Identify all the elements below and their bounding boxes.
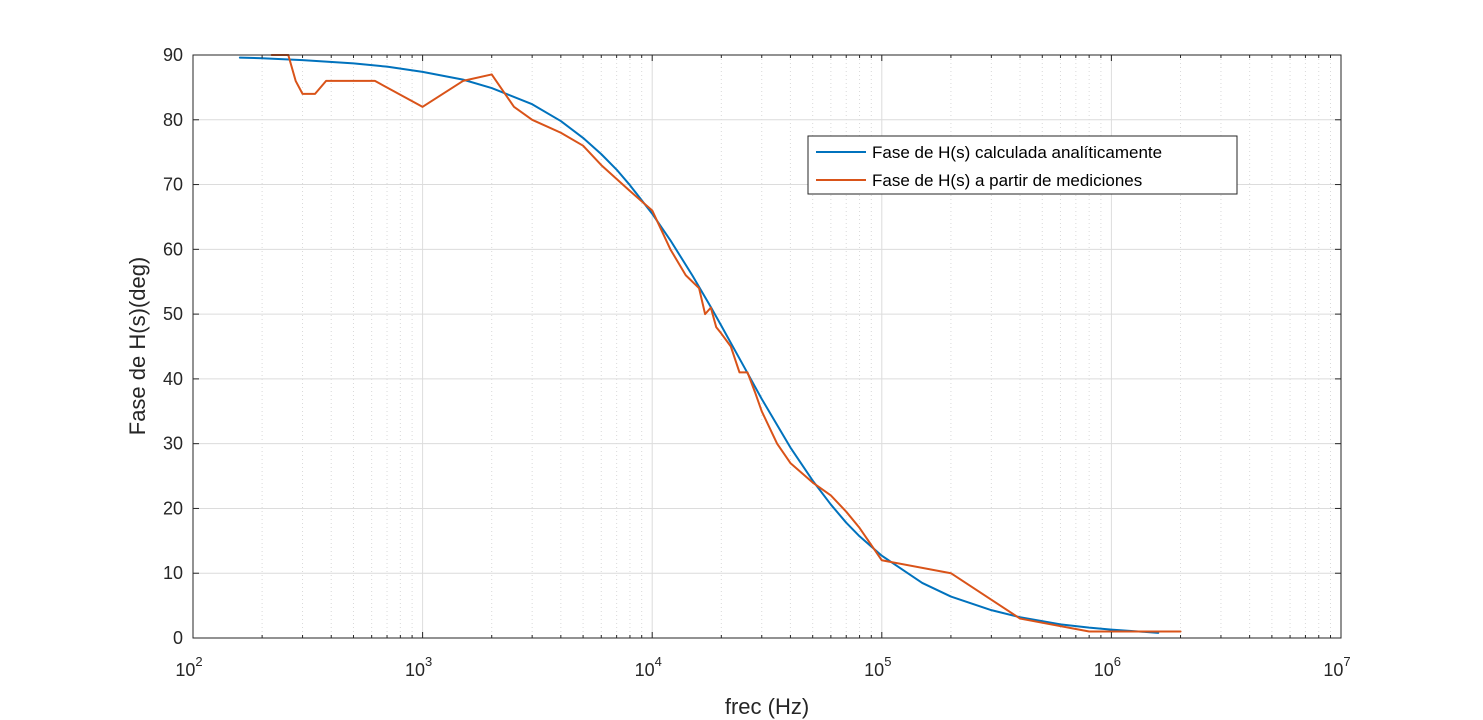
y-tick-label: 80 [163, 110, 183, 130]
y-tick-label: 30 [163, 434, 183, 454]
y-axis-label: Fase de H(s)(deg) [125, 257, 150, 436]
plot-frame [192, 54, 1342, 639]
major-grid [192, 54, 1342, 639]
x-tick-base: 10 [175, 660, 195, 680]
x-tick-base: 10 [635, 660, 655, 680]
x-tick-labels: 102 103 104 105 106 107 [175, 654, 1350, 680]
x-tick-base: 10 [1323, 660, 1343, 680]
x-tick-label: 102 [175, 654, 202, 680]
y-tick-label: 50 [163, 304, 183, 324]
x-axis-label: frec (Hz) [725, 694, 809, 719]
x-tick-exponent: 3 [425, 654, 432, 669]
y-tick-label: 90 [163, 45, 183, 65]
y-tick-label: 0 [173, 628, 183, 648]
y-tick-label: 70 [163, 175, 183, 195]
legend-box [807, 135, 1238, 195]
x-tick-exponent: 5 [884, 654, 891, 669]
y-tick-label: 60 [163, 239, 183, 259]
x-tick-exponent: 4 [655, 654, 662, 669]
x-tick-label: 107 [1323, 654, 1350, 680]
y-tick-label: 10 [163, 563, 183, 583]
legend-label-analytic: Fase de H(s) calculada analíticamente [872, 143, 1162, 162]
x-tick-exponent: 6 [1114, 654, 1121, 669]
y-tick-labels: 0 10 20 30 40 50 60 70 80 90 [163, 45, 183, 648]
x-tick-base: 10 [405, 660, 425, 680]
tick-marks [192, 54, 1342, 639]
x-tick-label: 106 [1094, 654, 1121, 680]
legend: Fase de H(s) calculada analíticamente Fa… [807, 135, 1238, 195]
x-tick-label: 103 [405, 654, 432, 680]
x-tick-base: 10 [1094, 660, 1114, 680]
x-tick-label: 104 [635, 654, 662, 680]
x-tick-label: 105 [864, 654, 891, 680]
y-tick-label: 20 [163, 498, 183, 518]
x-tick-exponent: 2 [195, 654, 202, 669]
x-tick-base: 10 [864, 660, 884, 680]
legend-label-measured: Fase de H(s) a partir de mediciones [872, 171, 1142, 190]
series-layer [238, 54, 1182, 634]
series-line-measured [270, 54, 1182, 633]
x-tick-exponent: 7 [1343, 654, 1350, 669]
y-tick-label: 40 [163, 369, 183, 389]
